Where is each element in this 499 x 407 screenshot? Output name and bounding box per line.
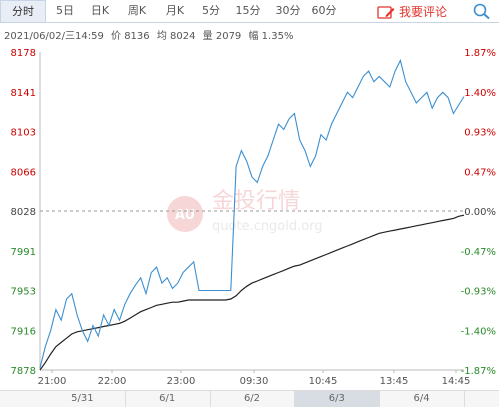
tab-daily-k[interactable]: 日K [90, 4, 110, 17]
watermark: AU 金投行情 quote.cngold.org [167, 189, 323, 234]
y-tick-label-right: -0.47% [461, 247, 496, 258]
y-tick-label-right: 1.40% [464, 88, 496, 99]
edit-comment-icon [377, 5, 395, 19]
y-tick-label-right: 0.93% [464, 128, 496, 139]
tab-15min[interactable]: 15分 [235, 4, 261, 17]
search-icon[interactable] [472, 2, 492, 20]
quote-info-bar: 2021/06/02/三14:59 价 8136 均 8024 量 2079 幅… [4, 27, 297, 42]
tab-weekly-k[interactable]: 周K [127, 4, 147, 17]
y-axis-right-labels: 1.87% 1.40% 0.93% 0.47% 0.00% -0.47% -0.93% -1.… [461, 48, 496, 377]
y-tick-label: 7953 [11, 287, 36, 298]
quote-change: 幅 1.35% [248, 31, 294, 42]
y-tick-label: 7878 [11, 366, 36, 377]
x-tick-label: 09:30 [240, 376, 269, 387]
tab-60min[interactable]: 60分 [311, 4, 337, 17]
x-tick-label: 13:45 [380, 376, 409, 387]
tab-intraday[interactable]: 分时 [0, 0, 46, 23]
tab-divider [0, 22, 499, 23]
date-navigator[interactable]: 5/31 6/1 6/2 6/3 6/4 [0, 390, 499, 407]
x-tick-label: 22:00 [98, 376, 127, 387]
quote-average: 均 8024 [156, 31, 196, 42]
navigator-day[interactable]: 5/31 [40, 391, 126, 407]
comment-button[interactable]: 我要评论 [377, 2, 447, 22]
x-tick-label: 23:00 [167, 376, 196, 387]
average-price-line [39, 214, 465, 371]
y-tick-label-right: 1.87% [464, 48, 496, 59]
watermark-logo: AU [175, 208, 195, 223]
tab-5day[interactable]: 5日 [56, 4, 74, 17]
x-axis-labels: 21:00 22:00 23:00 09:30 10:45 13:45 14:45 [38, 370, 471, 387]
quote-volume: 量 2079 [202, 31, 242, 42]
navigator-day[interactable]: 6/4 [379, 391, 465, 407]
y-tick-label: 8141 [11, 88, 36, 99]
quote-datetime: 2021/06/02/三14:59 [4, 31, 104, 42]
y-tick-label: 7991 [11, 247, 36, 258]
x-tick-label: 10:45 [309, 376, 338, 387]
comment-label: 我要评论 [399, 5, 448, 19]
intraday-chart[interactable]: AU 金投行情 quote.cngold.org 8178 8141 8103 806… [0, 40, 499, 390]
y-tick-label-right: -1.87% [461, 366, 496, 377]
navigator-day[interactable]: 6/2 [210, 391, 296, 407]
y-axis-left-labels: 8178 8141 8103 8066 8028 7991 7953 7916 7878 [11, 48, 36, 377]
navigator-day[interactable]: 6/3 [294, 391, 381, 407]
period-tabs: 分时 5日 日K 周K 月K 5分 15分 30分 60分 [0, 0, 499, 24]
x-tick-label: 14:45 [442, 376, 471, 387]
watermark-url: quote.cngold.org [212, 219, 323, 234]
quote-price: 价 8136 [111, 31, 150, 42]
x-tick-label: 21:00 [38, 376, 67, 387]
price-line [39, 58, 465, 369]
y-tick-label: 7916 [11, 326, 36, 337]
y-tick-label-right: 0.00% [464, 207, 496, 218]
tab-monthly-k[interactable]: 月K [165, 4, 185, 17]
navigator-day[interactable]: 6/1 [125, 391, 211, 407]
y-tick-label: 8103 [11, 128, 36, 139]
tab-5min[interactable]: 5分 [202, 4, 220, 17]
tab-30min[interactable]: 30分 [275, 4, 301, 17]
y-tick-label-right: -0.93% [461, 287, 496, 298]
y-tick-label: 8178 [11, 48, 36, 59]
y-tick-label: 8066 [11, 167, 36, 178]
y-tick-label-right: -1.40% [461, 326, 496, 337]
y-tick-label: 8028 [11, 207, 36, 218]
watermark-text: 金投行情 [212, 189, 300, 214]
y-tick-label-right: 0.47% [464, 167, 496, 178]
